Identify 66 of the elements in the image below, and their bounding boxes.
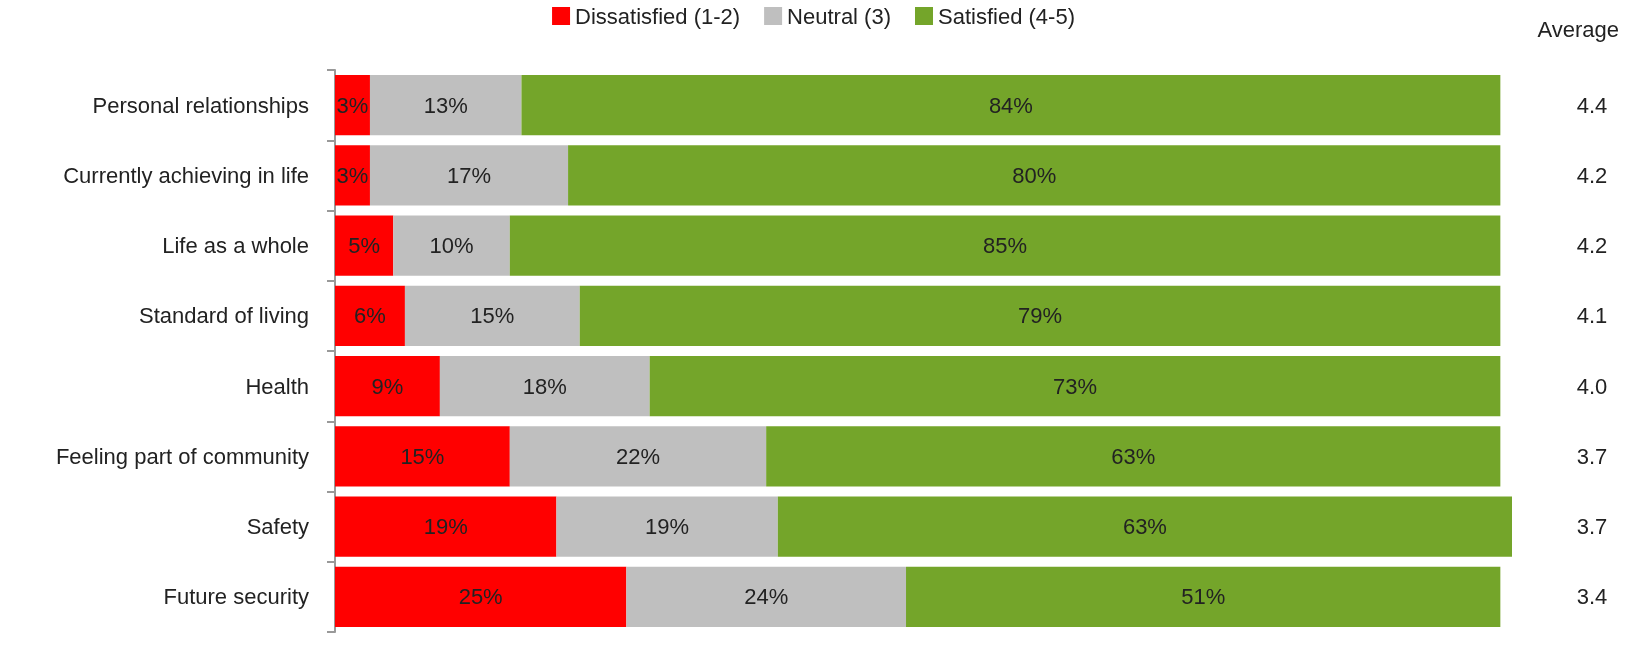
bar	[393, 215, 510, 276]
data-label: 51%	[1181, 584, 1226, 610]
data-label: 63%	[1122, 514, 1167, 540]
y-tick-label: Life as a whole	[162, 233, 309, 259]
text: 4.2	[1576, 233, 1608, 259]
y-tick-label: Personal relationships	[92, 92, 309, 118]
data-label: 15%	[400, 443, 445, 469]
data-label: 6%	[354, 303, 386, 329]
data-label: 18%	[522, 373, 567, 399]
bar	[335, 426, 510, 487]
text: 4.4	[1576, 92, 1608, 118]
text: 3.7	[1576, 443, 1608, 469]
data-label: 5%	[348, 233, 381, 259]
data-label: 24%	[744, 584, 789, 610]
text: 3.7	[1576, 514, 1608, 540]
data-label: 17%	[446, 162, 492, 188]
data-label: 19%	[645, 514, 690, 540]
data-label: 3%	[336, 92, 369, 118]
data-label: 19%	[423, 514, 468, 540]
data-label: 10%	[429, 233, 474, 259]
text: 3.4	[1576, 584, 1608, 610]
text: Average	[1537, 16, 1619, 42]
data-label: 63%	[1111, 443, 1156, 469]
bar	[906, 566, 1501, 628]
bar	[439, 355, 650, 417]
y-tick-label: Safety	[246, 514, 309, 540]
bar	[404, 285, 580, 347]
data-label: 13%	[423, 92, 468, 118]
y-tick-label: Feeling part of community	[55, 443, 309, 469]
legend-label: Satisfied (4-5)	[938, 3, 1075, 29]
bar	[556, 496, 778, 557]
data-label: 80%	[1012, 162, 1057, 188]
bar	[369, 145, 569, 206]
text: 4.1	[1576, 303, 1608, 329]
bar	[568, 145, 1501, 206]
bar	[335, 355, 440, 417]
bar	[521, 74, 1501, 136]
bar	[335, 566, 627, 628]
bar	[777, 496, 1512, 557]
data-label: 9%	[371, 373, 404, 399]
bar	[579, 285, 1501, 347]
data-label: 15%	[470, 303, 515, 329]
text: 4.2	[1576, 162, 1608, 188]
y-tick-label: Standard of living	[139, 303, 309, 329]
data-label: 22%	[615, 443, 661, 469]
data-label: 3%	[336, 162, 369, 188]
bar	[509, 426, 767, 487]
y-tick-label: Future security	[163, 584, 309, 610]
data-label: 25%	[458, 584, 503, 610]
bar	[766, 426, 1501, 487]
bar	[335, 496, 557, 557]
data-label: 85%	[983, 233, 1028, 259]
text: 4.0	[1576, 373, 1608, 399]
bar	[335, 215, 394, 276]
data-label: 79%	[1018, 303, 1063, 329]
data-label: 73%	[1052, 373, 1098, 399]
y-tick-label: Health	[245, 373, 309, 399]
bar	[649, 355, 1501, 417]
bar	[509, 215, 1501, 276]
bar	[626, 566, 907, 628]
y-tick-label: Currently achieving in life	[63, 162, 309, 188]
bar	[369, 74, 522, 136]
legend-label: Dissatisfied (1-2)	[575, 3, 741, 29]
bar	[335, 285, 405, 347]
data-label: 84%	[988, 92, 1033, 118]
legend-label: Neutral (3)	[787, 3, 892, 29]
